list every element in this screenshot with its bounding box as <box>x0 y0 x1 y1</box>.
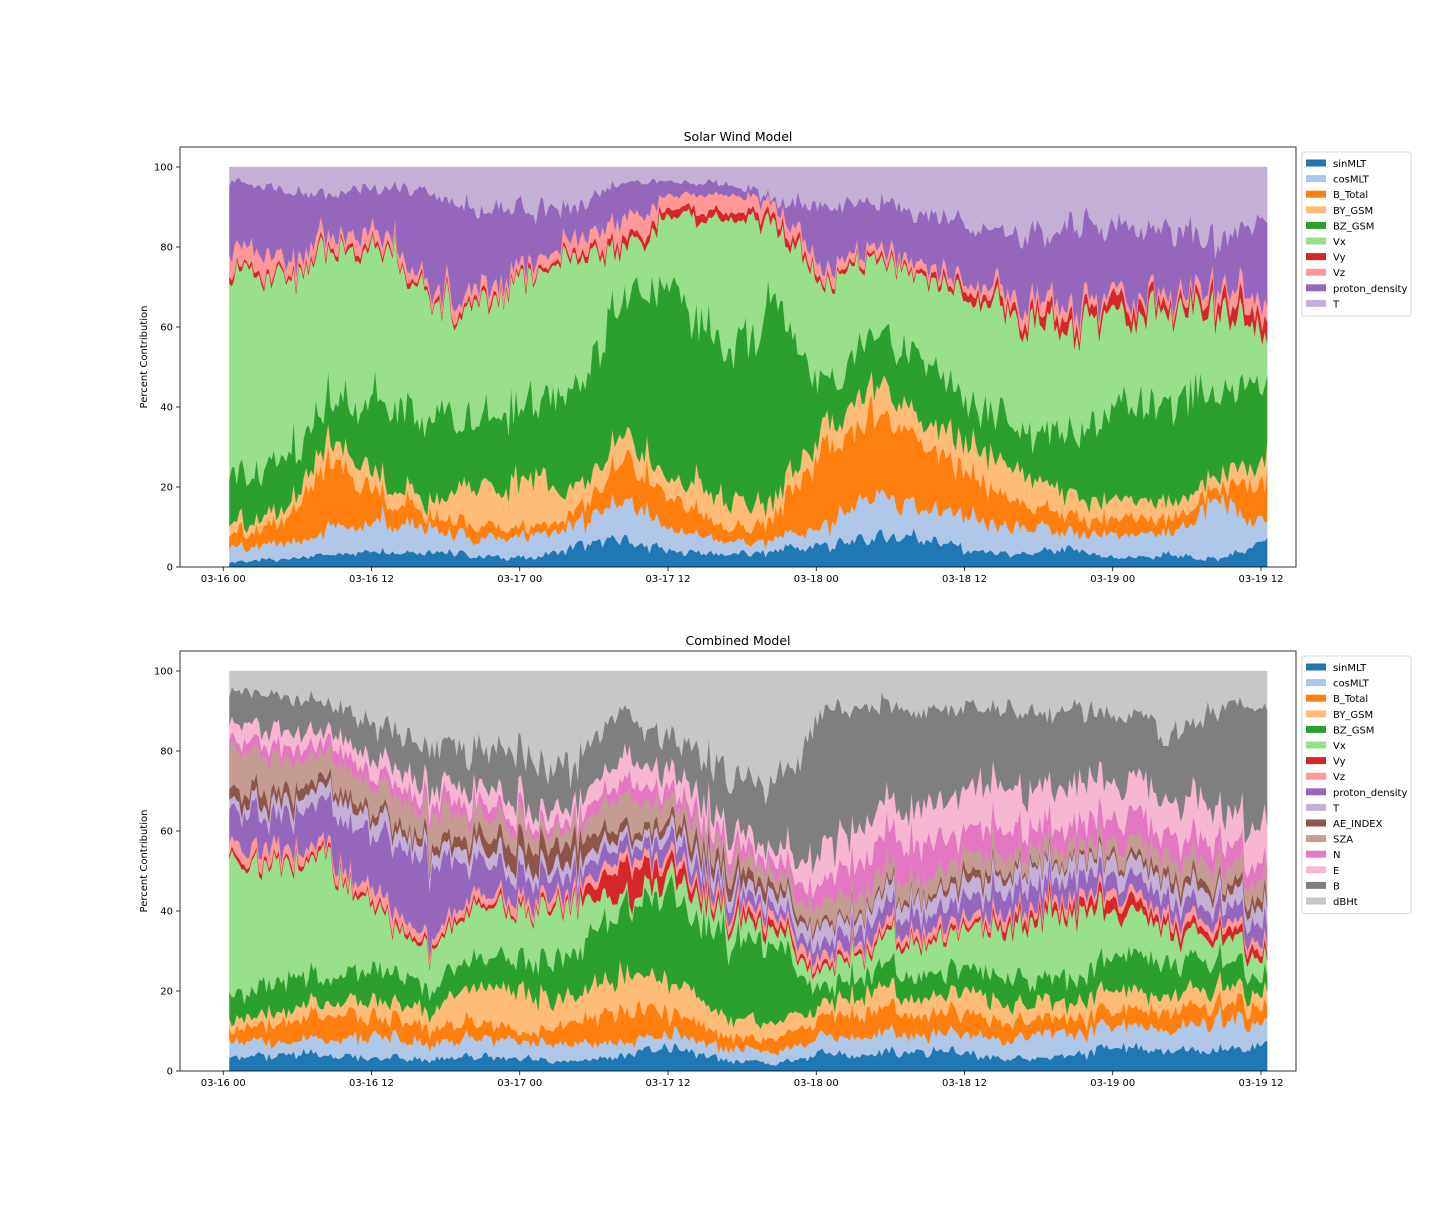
x-tick-label: 03-17 12 <box>646 574 691 585</box>
stacked-areas <box>229 670 1268 1072</box>
x-tick-label: 03-18 00 <box>794 1078 839 1089</box>
chart-title: Combined Model <box>685 633 790 648</box>
legend-swatch <box>1306 268 1326 276</box>
legend-entry: Vy <box>1333 757 1346 768</box>
legend-entry: Vx <box>1333 741 1346 752</box>
legend-entry: BZ_GSM <box>1333 221 1374 232</box>
legend-swatch <box>1306 284 1326 292</box>
x-tick-label: 03-18 12 <box>942 574 987 585</box>
y-tick-label: 40 <box>160 403 173 414</box>
legend-swatch <box>1306 175 1326 183</box>
y-tick-label: 0 <box>167 563 173 574</box>
legend-entry: proton_density <box>1333 284 1407 295</box>
x-tick-label: 03-16 12 <box>349 1078 394 1089</box>
legend-swatch <box>1306 850 1326 858</box>
combined-model-chart: Combined Model 0 20 40 60 80 100 03-16 00 03-16 … <box>139 633 1412 1089</box>
x-tick-label: 03-16 12 <box>349 574 394 585</box>
legend-entry: cosMLT <box>1333 175 1370 186</box>
legend-swatch <box>1306 206 1326 214</box>
x-tick-label: 03-18 00 <box>794 574 839 585</box>
y-tick-label: 20 <box>160 987 173 998</box>
stacked-areas <box>229 166 1268 568</box>
legend-swatch <box>1306 221 1326 229</box>
y-tick-label: 80 <box>160 747 173 758</box>
x-tick-label: 03-19 12 <box>1239 1078 1284 1089</box>
x-tick-label: 03-19 00 <box>1090 574 1135 585</box>
axes-frame <box>179 146 1297 568</box>
legend-swatch <box>1306 663 1326 671</box>
legend-entry: B <box>1333 881 1340 892</box>
legend-entry: sinMLT <box>1333 159 1367 170</box>
legend-entry: SZA <box>1333 835 1353 846</box>
legend-swatch <box>1306 237 1326 245</box>
legend-swatch <box>1306 253 1326 261</box>
legend-swatch <box>1306 788 1326 796</box>
legend-entry: Vz <box>1333 268 1345 279</box>
chart-title: Solar Wind Model <box>684 129 793 144</box>
legend-entry: T <box>1332 803 1340 814</box>
y-tick-label: 60 <box>160 323 173 334</box>
x-tick-label: 03-16 00 <box>201 574 246 585</box>
legend-swatch <box>1306 190 1326 198</box>
y-tick-label: 60 <box>160 827 173 838</box>
legend-entry: T <box>1332 299 1340 310</box>
y-axis-label: Percent Contribution <box>139 306 150 409</box>
x-tick-label: 03-17 12 <box>646 1078 691 1089</box>
x-tick-label: 03-17 00 <box>497 574 542 585</box>
y-tick-label: 20 <box>160 483 173 494</box>
legend-swatch <box>1306 897 1326 905</box>
legend-swatch <box>1306 710 1326 718</box>
legend-swatch <box>1306 881 1326 889</box>
series-area-dbht <box>229 670 1268 805</box>
legend-swatch <box>1306 725 1326 733</box>
y-axis-label: Percent Contribution <box>139 810 150 913</box>
series-area-t <box>229 166 1268 259</box>
legend-entry: Vy <box>1333 253 1346 264</box>
legend-entry: Vx <box>1333 237 1346 248</box>
legend: sinMLT cosMLT B_Total BY_GSM BZ_GSM Vx Vy Vz pro… <box>1301 655 1412 915</box>
legend-entry: Vz <box>1333 772 1345 783</box>
x-tick-label: 03-19 12 <box>1239 574 1284 585</box>
y-tick-label: 40 <box>160 907 173 918</box>
y-tick-label: 80 <box>160 243 173 254</box>
legend-swatch <box>1306 757 1326 765</box>
legend-entry: dBHt <box>1333 897 1358 908</box>
legend-swatch <box>1306 772 1326 780</box>
legend-entry: AE_INDEX <box>1333 819 1383 830</box>
legend-box <box>1301 655 1412 915</box>
axes-frame <box>179 650 1297 1072</box>
legend-swatch <box>1306 835 1326 843</box>
legend-entry: cosMLT <box>1333 679 1370 690</box>
legend-entry: B_Total <box>1333 190 1368 201</box>
legend: sinMLT cosMLT B_Total BY_GSM BZ_GSM Vx Vy Vz pro… <box>1301 151 1412 317</box>
legend-swatch <box>1306 741 1326 749</box>
x-tick-label: 03-18 12 <box>942 1078 987 1089</box>
legend-entry: N <box>1333 850 1340 861</box>
legend-entry: E <box>1333 866 1339 877</box>
legend-swatch <box>1306 819 1326 827</box>
legend-swatch <box>1306 866 1326 874</box>
legend-swatch <box>1306 159 1326 167</box>
solar-wind-model-chart: Solar Wind Model 0 20 40 60 80 100 03-16 00 03-1… <box>139 129 1412 585</box>
y-tick-label: 100 <box>154 667 173 678</box>
legend-swatch <box>1306 679 1326 687</box>
x-tick-label: 03-16 00 <box>201 1078 246 1089</box>
legend-entry: sinMLT <box>1333 663 1367 674</box>
legend-entry: BY_GSM <box>1333 206 1373 217</box>
x-tick-label: 03-19 00 <box>1090 1078 1135 1089</box>
y-tick-label: 100 <box>154 163 173 174</box>
legend-box <box>1301 151 1412 317</box>
legend-entry: BZ_GSM <box>1333 725 1374 736</box>
legend-entry: proton_density <box>1333 788 1407 799</box>
legend-entry: B_Total <box>1333 694 1368 705</box>
legend-swatch <box>1306 694 1326 702</box>
y-tick-label: 0 <box>167 1067 173 1078</box>
legend-entry: BY_GSM <box>1333 710 1373 721</box>
x-tick-label: 03-17 00 <box>497 1078 542 1089</box>
legend-swatch <box>1306 803 1326 811</box>
legend-swatch <box>1306 299 1326 307</box>
